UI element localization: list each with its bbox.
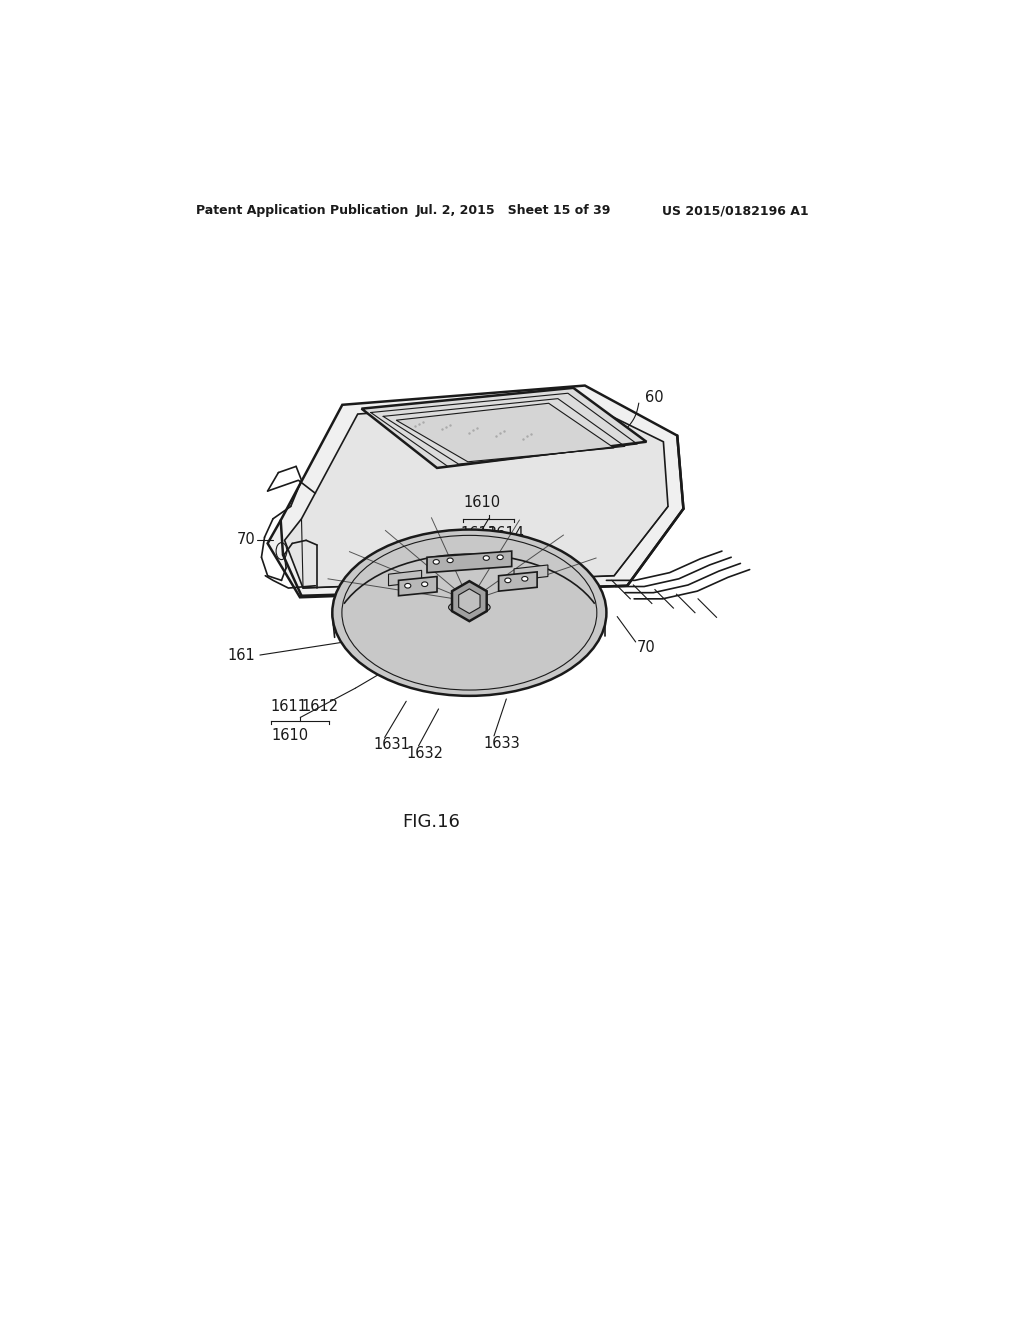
Ellipse shape bbox=[333, 529, 606, 696]
Text: 161: 161 bbox=[227, 648, 255, 663]
Text: Jul. 2, 2015   Sheet 15 of 39: Jul. 2, 2015 Sheet 15 of 39 bbox=[416, 205, 611, 218]
Polygon shape bbox=[388, 570, 422, 586]
Text: 1633: 1633 bbox=[483, 737, 520, 751]
Ellipse shape bbox=[447, 558, 454, 562]
Text: 70: 70 bbox=[237, 532, 255, 546]
Text: 1612: 1612 bbox=[301, 700, 339, 714]
Polygon shape bbox=[452, 581, 486, 622]
Ellipse shape bbox=[483, 556, 489, 560]
Text: Patent Application Publication: Patent Application Publication bbox=[196, 205, 409, 218]
Text: US 2015/0182196 A1: US 2015/0182196 A1 bbox=[662, 205, 809, 218]
Text: 1611: 1611 bbox=[270, 700, 307, 714]
Polygon shape bbox=[396, 404, 614, 462]
Text: 1614: 1614 bbox=[487, 527, 524, 541]
Text: 1613: 1613 bbox=[460, 527, 497, 541]
Ellipse shape bbox=[433, 560, 439, 564]
Ellipse shape bbox=[505, 578, 511, 582]
Ellipse shape bbox=[497, 554, 503, 560]
Text: 1610: 1610 bbox=[463, 495, 501, 510]
Polygon shape bbox=[514, 565, 548, 581]
Text: 60: 60 bbox=[645, 389, 664, 405]
Ellipse shape bbox=[404, 583, 411, 589]
Ellipse shape bbox=[449, 601, 490, 614]
Text: 1631: 1631 bbox=[374, 738, 411, 752]
Text: 1632: 1632 bbox=[407, 746, 443, 760]
Polygon shape bbox=[267, 385, 683, 597]
Ellipse shape bbox=[521, 577, 528, 581]
Polygon shape bbox=[499, 572, 538, 591]
Polygon shape bbox=[361, 388, 646, 469]
Polygon shape bbox=[398, 577, 437, 595]
Ellipse shape bbox=[422, 582, 428, 586]
Text: 1610: 1610 bbox=[271, 729, 308, 743]
Polygon shape bbox=[459, 589, 480, 614]
Text: 70: 70 bbox=[637, 640, 656, 655]
Text: FIG.16: FIG.16 bbox=[402, 813, 460, 832]
Polygon shape bbox=[285, 399, 668, 589]
Polygon shape bbox=[427, 552, 512, 573]
